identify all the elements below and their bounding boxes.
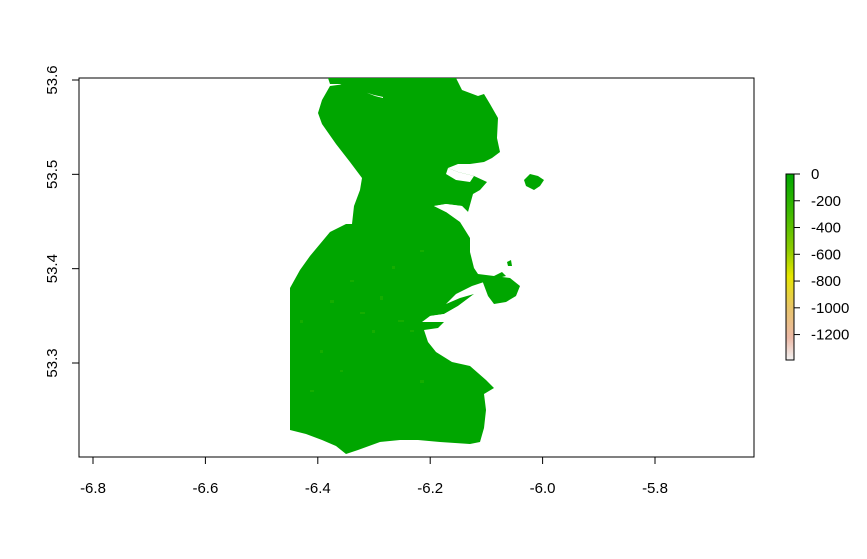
x-tick-label: -6.8 <box>80 480 106 497</box>
land-raster <box>290 78 544 454</box>
legend-tick-label: -200 <box>811 193 841 210</box>
estuary-north <box>446 168 474 182</box>
estuary-dublin-bay <box>430 294 474 318</box>
legend-tick-label: 0 <box>811 166 819 183</box>
color-legend: 0 -200 -400 -600 -800 -1000 -1200 <box>785 166 849 361</box>
x-tick-label: -5.8 <box>642 480 668 497</box>
island-small <box>507 260 512 266</box>
y-tick-label: 53.4 <box>44 254 61 283</box>
y-axis: 53.3 53.4 53.5 53.6 <box>44 65 80 378</box>
legend-tick-label: -1000 <box>811 300 849 317</box>
legend-tick-label: -1200 <box>811 327 849 344</box>
y-tick-label: 53.3 <box>44 348 61 377</box>
y-tick-label: 53.6 <box>44 65 61 94</box>
island-ireland-eye <box>482 276 520 304</box>
x-tick-label: -6.4 <box>305 480 331 497</box>
legend-tick-label: -400 <box>811 220 841 237</box>
x-tick-label: -6.0 <box>530 480 556 497</box>
x-tick-label: -6.6 <box>192 480 218 497</box>
island-lambay <box>524 174 544 190</box>
legend-tick-label: -800 <box>811 273 841 290</box>
estuary-malahide <box>434 204 468 214</box>
raster-texture <box>300 250 424 392</box>
y-tick-label: 53.5 <box>44 160 61 189</box>
x-tick-label: -6.2 <box>417 480 443 497</box>
legend-tick-label: -600 <box>811 246 841 263</box>
mainland-polygon <box>290 78 506 454</box>
x-axis: -6.8 -6.6 -6.4 -6.2 -6.0 -5.8 <box>80 456 668 497</box>
legend-colorbar <box>785 173 795 361</box>
water-cutouts <box>430 168 474 318</box>
